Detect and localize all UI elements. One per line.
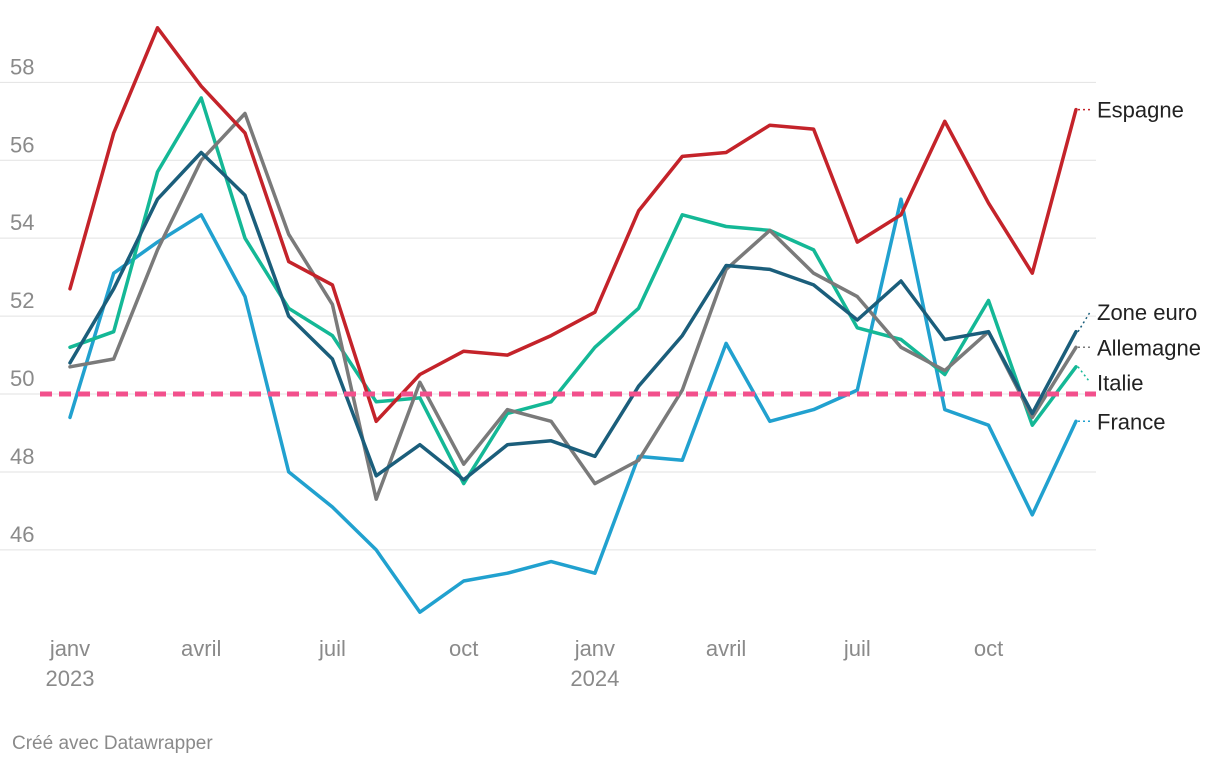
series-lines bbox=[68, 26, 1078, 614]
series-line-espagne bbox=[68, 26, 1078, 424]
y-tick-label: 56 bbox=[10, 132, 34, 157]
x-tick-label: juil bbox=[843, 636, 871, 661]
series-line-allemagne bbox=[68, 111, 1078, 501]
x-tick-label: janv bbox=[49, 636, 90, 661]
series-line-italie bbox=[68, 96, 1078, 486]
series-label-italie: Italie bbox=[1097, 370, 1143, 395]
y-tick-label: 46 bbox=[10, 522, 34, 547]
x-tick-label: avril bbox=[706, 636, 746, 661]
x-tick-label: avril bbox=[181, 636, 221, 661]
y-axis: 46 48 50 52 54 56 58 bbox=[10, 54, 34, 547]
y-tick-label: 48 bbox=[10, 444, 34, 469]
series-labels: Espagne Zone euro Allemagne Italie France bbox=[1077, 98, 1201, 434]
series-line-zone-euro bbox=[68, 150, 1078, 482]
x-tick-label: juil bbox=[318, 636, 346, 661]
y-tick-label: 50 bbox=[10, 366, 34, 391]
label-leader-zone-euro bbox=[1077, 311, 1091, 333]
series-label-allemagne: Allemagne bbox=[1097, 335, 1201, 360]
y-tick-label: 54 bbox=[10, 210, 34, 235]
y-tick-label: 52 bbox=[10, 288, 34, 313]
y-tick-label: 58 bbox=[10, 54, 34, 79]
x-tick-label: oct bbox=[449, 636, 478, 661]
series-label-espagne: Espagne bbox=[1097, 98, 1184, 123]
credit-text: Créé avec Datawrapper bbox=[12, 733, 213, 754]
series-label-france: France bbox=[1097, 409, 1165, 434]
series-label-zone-euro: Zone euro bbox=[1097, 300, 1197, 325]
x-tick-year: 2023 bbox=[46, 666, 95, 691]
x-tick-label: oct bbox=[974, 636, 1003, 661]
x-tick-label: janv bbox=[574, 636, 615, 661]
x-axis: janv 2023 avril juil oct janv 2024 avril juil oct bbox=[46, 636, 1004, 691]
label-leader-italie bbox=[1077, 366, 1091, 383]
x-tick-year: 2024 bbox=[570, 666, 619, 691]
series-line-france bbox=[68, 197, 1078, 614]
